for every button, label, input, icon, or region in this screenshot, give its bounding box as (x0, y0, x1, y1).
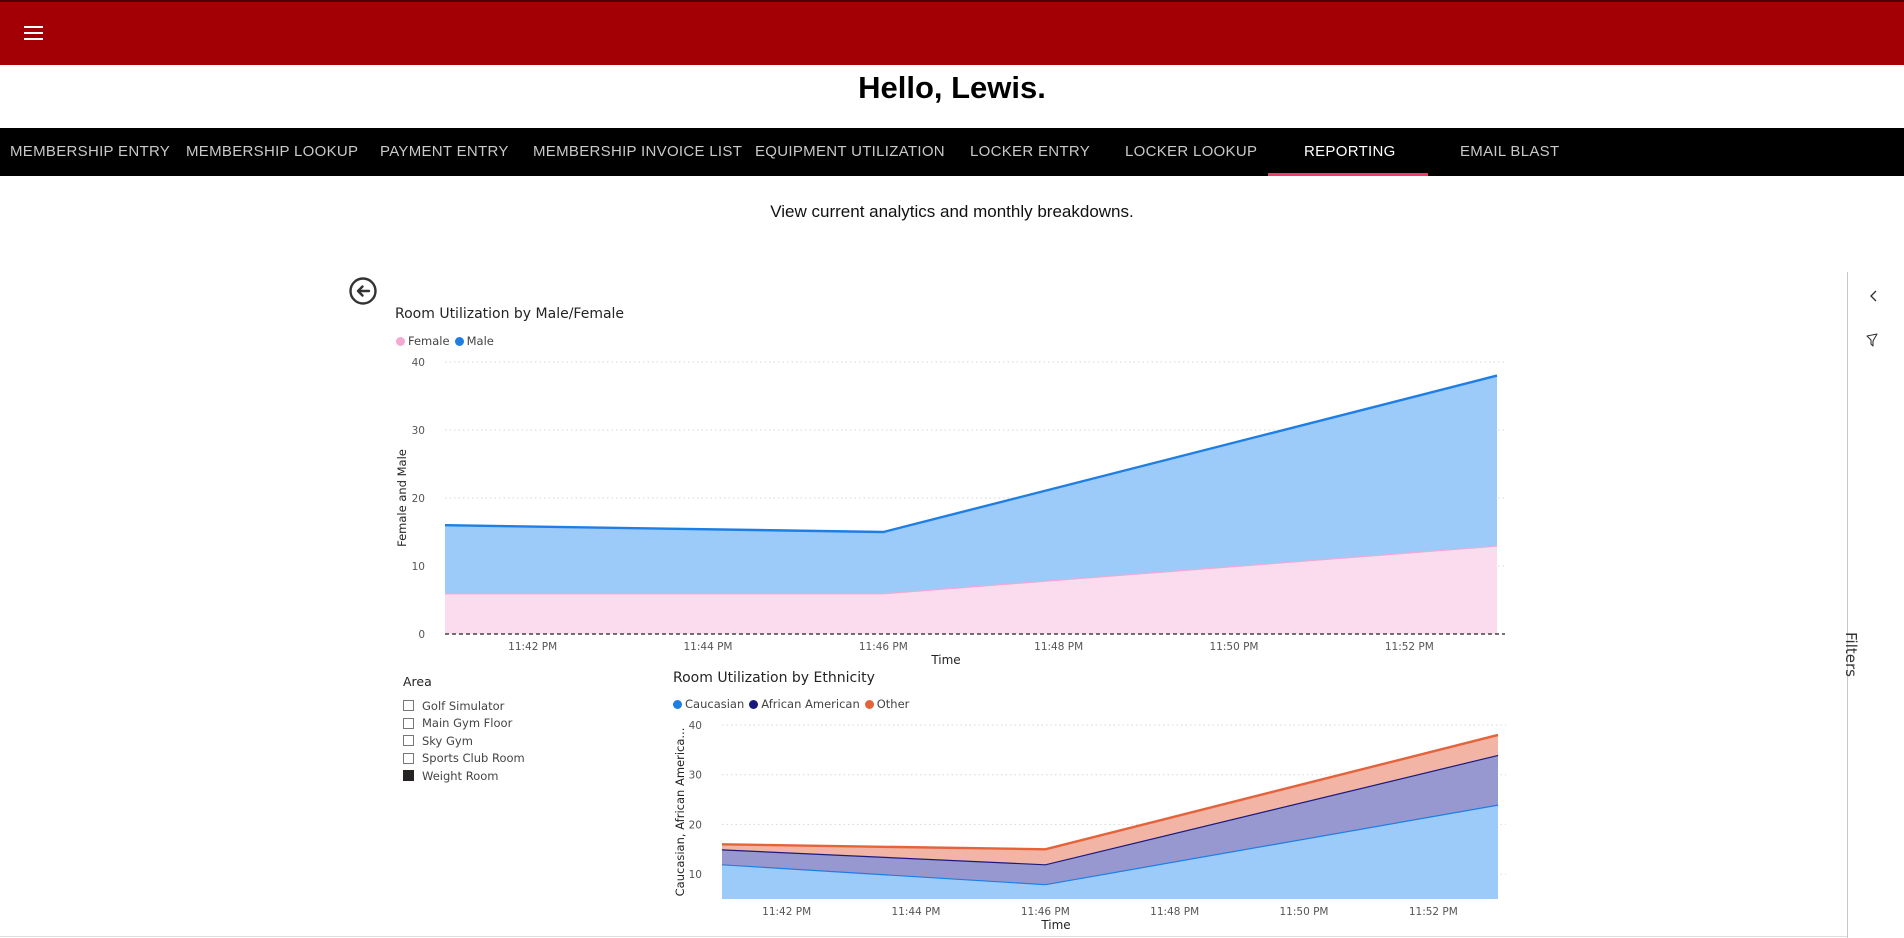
slicer-label-main-gym-floor: Main Gym Floor (422, 716, 513, 731)
chart1-title: Room Utilization by Male/Female (395, 306, 625, 322)
x-tick-label: 11:50 PM (1210, 641, 1259, 653)
legend-item-african-american[interactable]: African American (749, 697, 860, 711)
top-app-bar (0, 0, 1904, 65)
chart2-svg: 10 20 30 40 11:42 PM 11:44 PM 11:46 PM 11:48 PM… (673, 720, 1506, 932)
slicer-item-sky-gym[interactable]: Sky Gym (403, 732, 603, 750)
legend-dot-caucasian (673, 699, 682, 709)
tab-payment-entry[interactable]: PAYMENT ENTRY (380, 143, 509, 160)
x-tick-label: 11:44 PM (892, 906, 941, 918)
legend-item-male[interactable]: Male (454, 334, 494, 348)
legend-dot-african-american (749, 699, 759, 709)
slicer-label-sports-club-room: Sports Club Room (422, 751, 525, 766)
x-tick-label: 11:42 PM (762, 906, 811, 918)
tab-locker-lookup[interactable]: LOCKER LOOKUP (1125, 143, 1258, 160)
checkbox-sky-gym[interactable] (403, 735, 414, 747)
legend-label-caucasian: Caucasian (685, 697, 745, 711)
y-tick-label: 10 (689, 869, 702, 881)
chevron-left-icon[interactable] (1864, 286, 1884, 306)
area-male (445, 375, 1497, 594)
tab-reporting[interactable]: REPORTING (1304, 143, 1396, 160)
y-tick-label: 20 (689, 819, 702, 831)
page-subtitle: View current analytics and monthly break… (770, 202, 1134, 221)
x-tick-label: 11:44 PM (684, 641, 733, 653)
x-axis-label: Time (1040, 918, 1070, 932)
legend-item-female[interactable]: Female (396, 334, 450, 348)
x-axis-label: Time (930, 653, 960, 667)
legend-dot-male (454, 336, 464, 346)
y-tick-label: 10 (412, 561, 425, 573)
legend-dot-other (864, 699, 874, 709)
tab-membership-invoice-list[interactable]: MEMBERSHIP INVOICE LIST (533, 143, 743, 160)
slicer-item-golf-simulator[interactable]: Golf Simulator (403, 697, 603, 715)
x-tick-label: 11:46 PM (1021, 906, 1070, 918)
x-tick-label: 11:50 PM (1280, 906, 1329, 918)
chart2-legend: Caucasian African American Other (673, 697, 914, 711)
active-tab-indicator (1268, 173, 1428, 176)
legend-label-other: Other (876, 697, 910, 711)
checkbox-golf-simulator[interactable] (403, 700, 414, 712)
checkbox-main-gym-floor[interactable] (403, 717, 414, 729)
y-tick-label: 0 (418, 629, 425, 641)
area-slicer-title: Area (403, 674, 432, 689)
y-tick-label: 30 (412, 425, 425, 437)
line-caucasian (721, 803, 1499, 886)
x-tick-label: 11:48 PM (1150, 906, 1199, 918)
slicer-label-sky-gym: Sky Gym (422, 733, 473, 748)
legend-label-african-american: African American (761, 697, 860, 711)
filters-label[interactable]: Filters (1842, 632, 1860, 677)
line-other (721, 733, 1499, 851)
x-tick-label: 11:48 PM (1034, 641, 1083, 653)
checkbox-weight-room[interactable] (403, 770, 414, 782)
bottom-divider (0, 936, 1847, 937)
tab-membership-lookup[interactable]: MEMBERSHIP LOOKUP (186, 143, 359, 160)
area-slicer: Area Golf Simulator Main Gym Floor Sky G… (403, 674, 603, 785)
y-axis-label: Caucasian, African America... (673, 728, 687, 897)
chart1-legend: Female Male (396, 334, 499, 348)
y-tick-label: 40 (689, 720, 702, 732)
area-caucasian (722, 804, 1498, 899)
tab-email-blast[interactable]: EMAIL BLAST (1460, 143, 1560, 160)
tab-membership-entry[interactable]: MEMBERSHIP ENTRY (10, 143, 171, 160)
slicer-label-weight-room: Weight Room (422, 768, 499, 783)
line-male (444, 374, 1498, 534)
area-female (445, 545, 1497, 634)
legend-item-caucasian[interactable]: Caucasian (673, 697, 744, 711)
chart1-svg: 0 10 20 30 40 11:42 PM 11:44 PM 11:46 PM 11:48 P… (395, 357, 1505, 667)
legend-label-male: Male (466, 334, 494, 348)
legend-label-female: Female (408, 334, 450, 348)
legend-item-other[interactable]: Other (864, 697, 910, 711)
x-tick-label: 11:42 PM (508, 641, 557, 653)
hamburger-menu-icon[interactable] (24, 26, 44, 42)
checkbox-sports-club-room[interactable] (403, 752, 414, 764)
x-tick-label: 11:52 PM (1385, 641, 1434, 653)
area-other (722, 734, 1498, 865)
x-tick-label: 11:46 PM (859, 641, 908, 653)
y-tick-label: 40 (412, 357, 425, 369)
tab-locker-entry[interactable]: LOCKER ENTRY (970, 143, 1091, 160)
slicer-label-golf-simulator: Golf Simulator (422, 698, 505, 713)
y-axis-label: Female and Male (395, 449, 409, 547)
area-african-american (722, 754, 1498, 885)
slicer-item-sports-club-room[interactable]: Sports Club Room (403, 750, 603, 768)
slicer-item-weight-room[interactable]: Weight Room (403, 767, 603, 785)
back-arrow-circle-icon[interactable] (348, 276, 378, 306)
chart2-title: Room Utilization by Ethnicity (673, 670, 875, 686)
funnel-icon[interactable] (1864, 332, 1880, 348)
y-tick-label: 20 (412, 493, 425, 505)
greeting-heading: Hello, Lewis. (858, 70, 1046, 105)
x-tick-label: 11:52 PM (1409, 906, 1458, 918)
slicer-item-main-gym-floor[interactable]: Main Gym Floor (403, 715, 603, 733)
filters-pane: Filters (1842, 272, 1904, 938)
legend-dot-female (396, 336, 405, 346)
y-tick-label: 30 (689, 770, 702, 782)
main-nav: MEMBERSHIP ENTRY MEMBERSHIP LOOKUP PAYME… (0, 128, 1904, 176)
tab-equipment-utilization[interactable]: EQUIPMENT UTILIZATION (755, 143, 945, 160)
